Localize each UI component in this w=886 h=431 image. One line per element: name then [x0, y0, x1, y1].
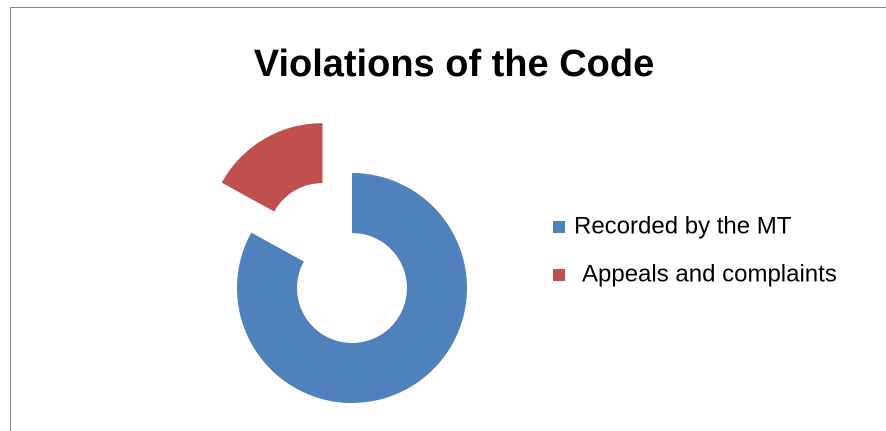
- legend-label: Recorded by the MT: [574, 212, 792, 239]
- legend-swatch: [553, 269, 565, 281]
- donut-segment: [236, 173, 467, 404]
- legend-swatch: [553, 221, 565, 233]
- donut-segment: [221, 123, 323, 212]
- chart-frame: [10, 7, 886, 431]
- chart-title: Violations of the Code: [254, 43, 654, 85]
- legend-label: Appeals and complaints: [582, 260, 837, 287]
